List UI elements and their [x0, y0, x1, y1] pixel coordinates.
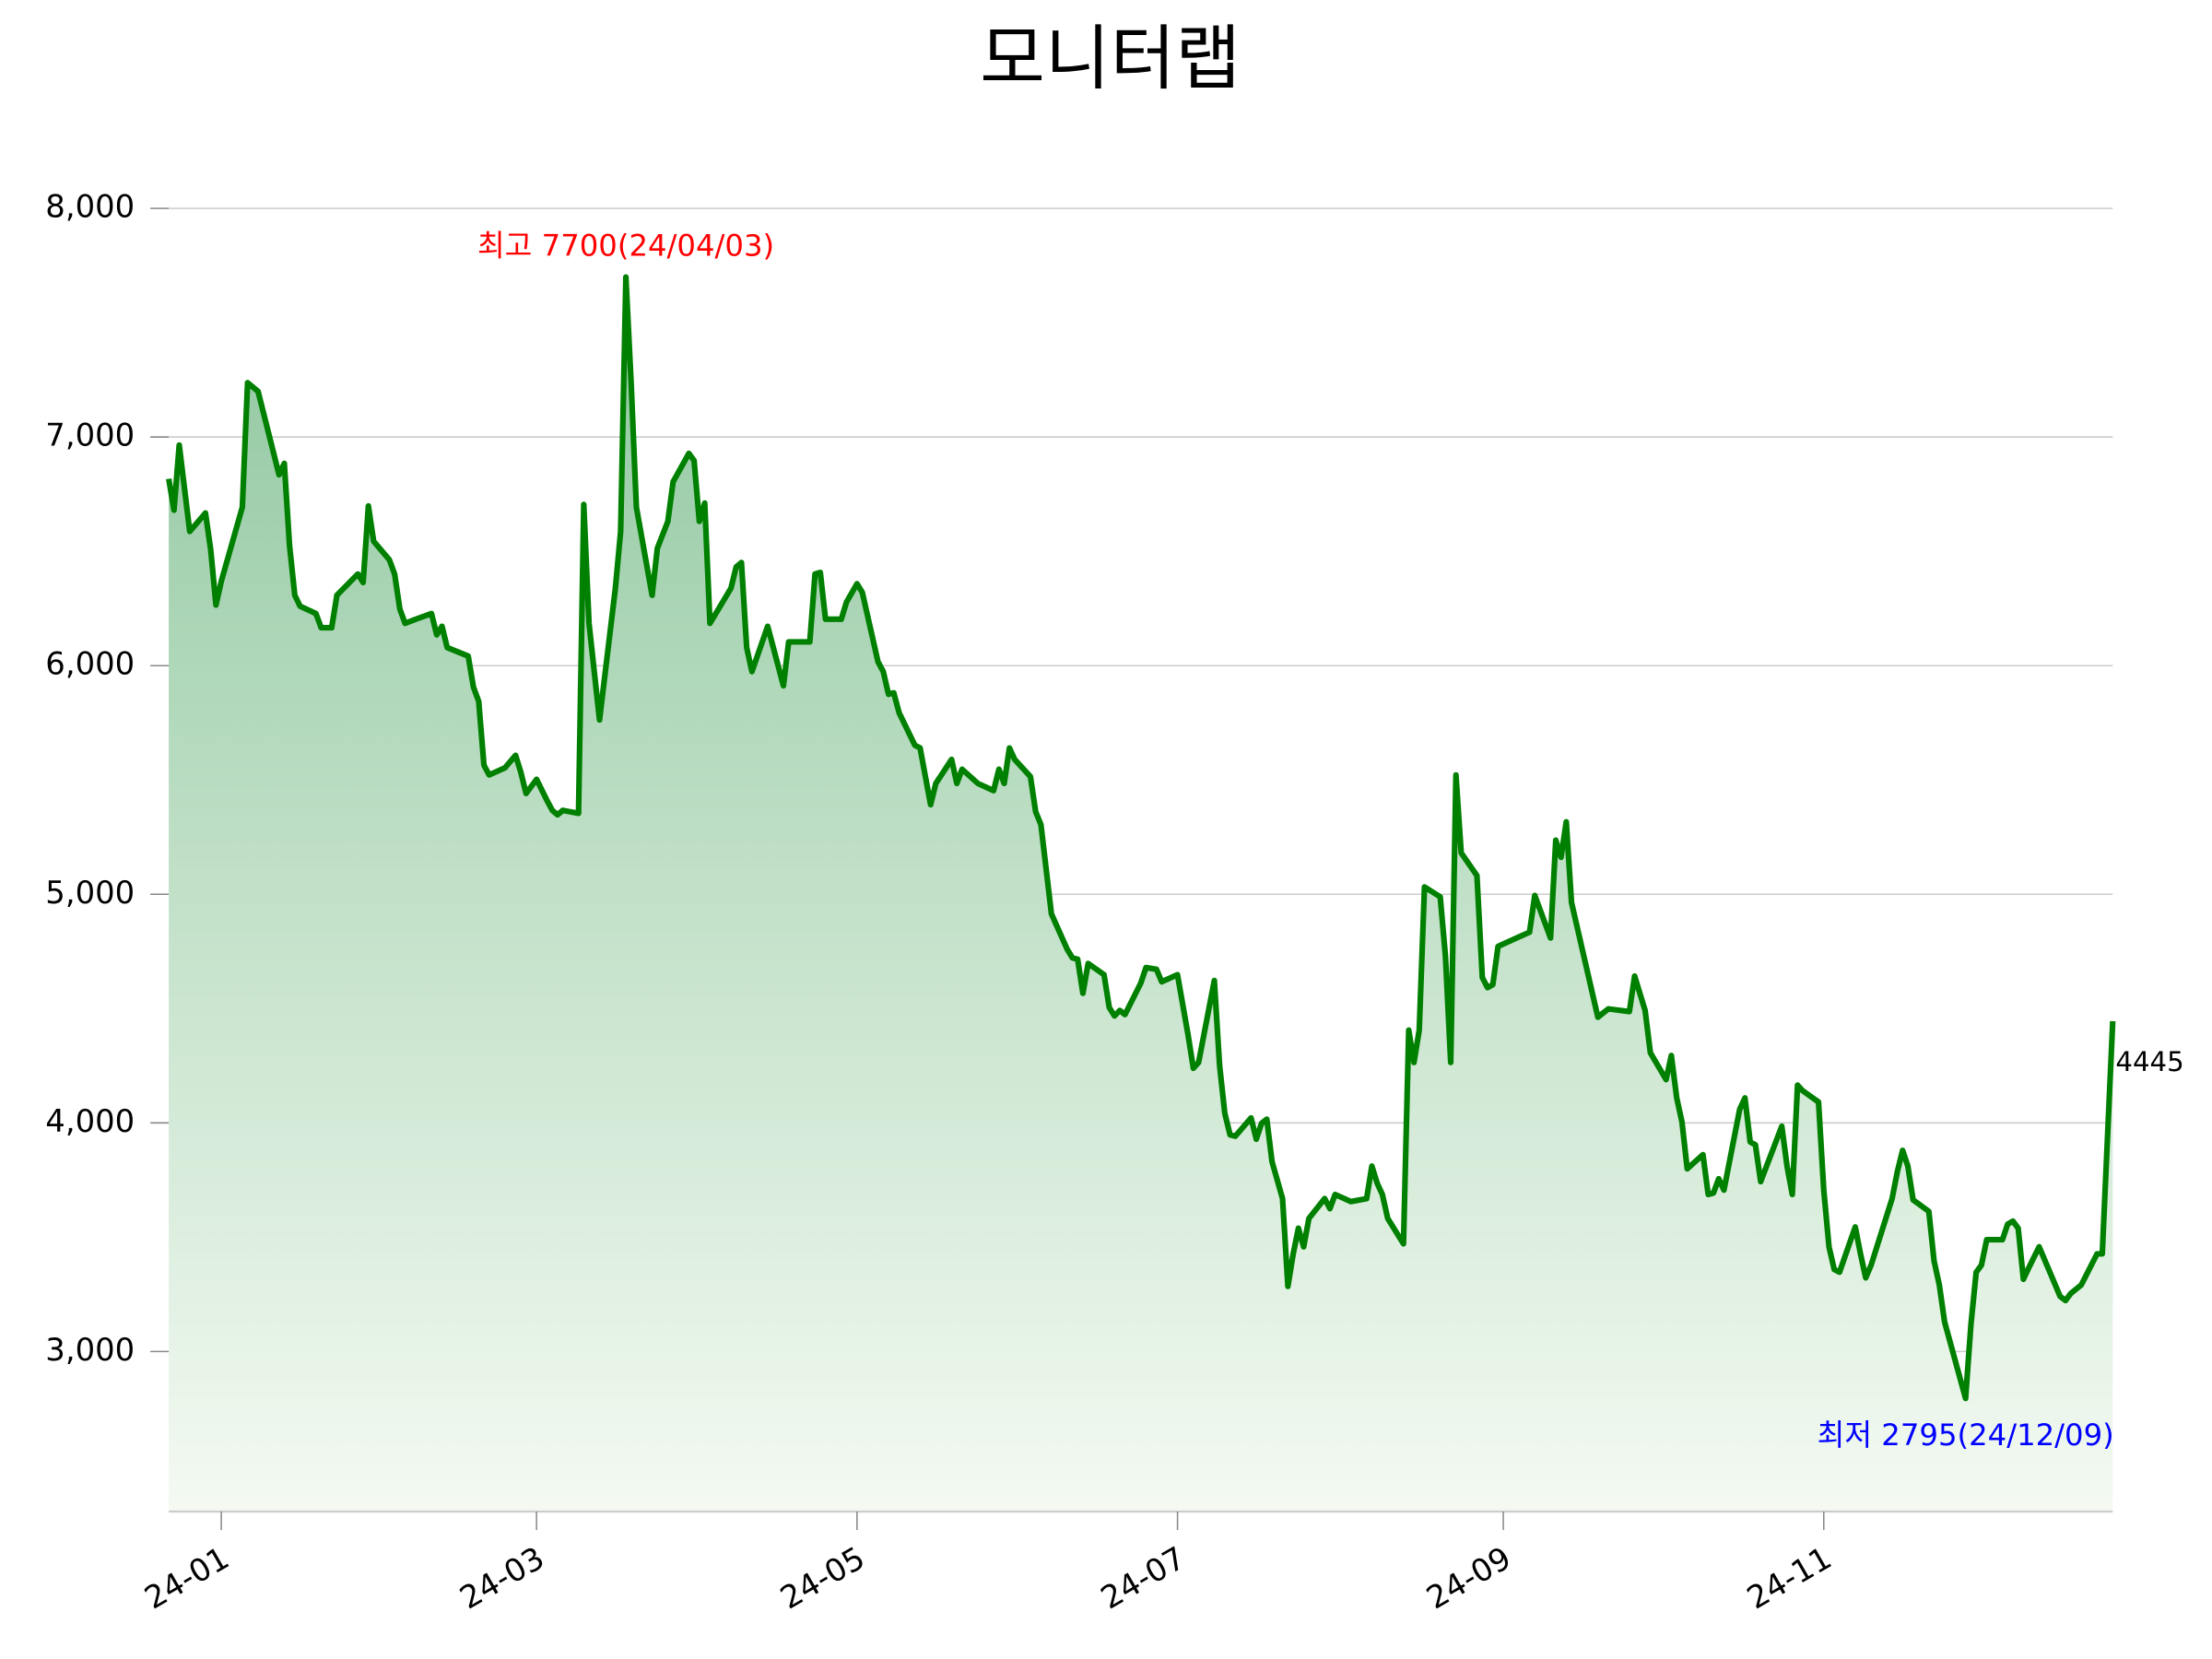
x-tick-label: 24-09 — [1420, 1540, 1517, 1617]
x-tick-label: 24-07 — [1095, 1540, 1192, 1617]
min-annotation: 최저 2795(24/12/09) — [1818, 1418, 2114, 1453]
max-annotation: 최고 7700(24/04/03) — [477, 228, 774, 263]
x-tick-label: 24-01 — [138, 1540, 235, 1617]
y-tick-label: 7,000 — [45, 418, 135, 453]
x-tick-label: 24-11 — [1741, 1540, 1838, 1617]
y-tick-label: 5,000 — [45, 875, 135, 911]
x-tick-label: 24-03 — [453, 1540, 550, 1617]
y-tick-label: 4,000 — [45, 1103, 135, 1139]
y-tick-label: 6,000 — [45, 646, 135, 682]
chart-title: 모니터랩 — [980, 18, 1241, 100]
y-tick-label: 8,000 — [45, 189, 135, 225]
last-annotation: 4445 — [2115, 1046, 2183, 1077]
line — [166, 274, 2116, 1402]
x-tick-label: 24-05 — [774, 1540, 871, 1617]
y-tick-label: 3,000 — [45, 1332, 135, 1368]
